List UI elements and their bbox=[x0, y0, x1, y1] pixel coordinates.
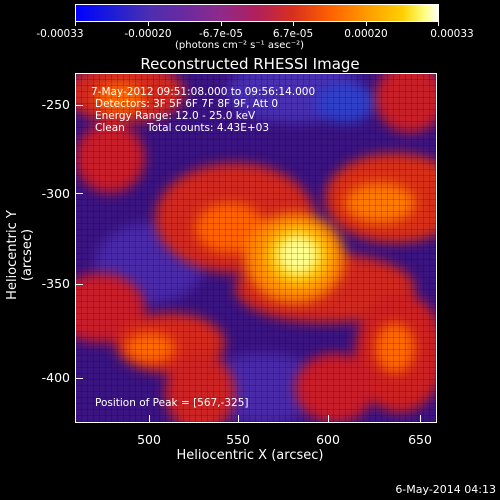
y-tick bbox=[75, 284, 83, 285]
colorbar-tick bbox=[221, 21, 222, 26]
y-tick bbox=[75, 193, 83, 194]
colorbar bbox=[75, 4, 439, 22]
x-tick bbox=[420, 415, 421, 423]
colorbar-unit-label: (photons cm⁻² s⁻¹ asec⁻²) bbox=[175, 40, 305, 51]
x-axis-label: Heliocentric X (arcsec) bbox=[176, 448, 324, 463]
colorbar-tick bbox=[148, 21, 149, 26]
y-tick-label: -400 bbox=[41, 370, 70, 385]
colorbar-tick-label: 0.00020 bbox=[344, 28, 388, 40]
colorbar-frame bbox=[75, 4, 439, 22]
x-tick-label: 650 bbox=[408, 432, 432, 447]
detectors-label: Detectors: 3F 5F 6F 7F 8F 9F, Att 0 bbox=[95, 98, 279, 110]
x-tick-label: 550 bbox=[226, 432, 250, 447]
pixel-grid bbox=[75, 73, 437, 423]
generation-date: 6-May-2014 04:13 bbox=[395, 483, 496, 496]
x-tick-label: 500 bbox=[137, 432, 161, 447]
y-tick bbox=[75, 105, 83, 106]
y-tick-label: -350 bbox=[41, 276, 70, 291]
colorbar-tick-label: -0.00033 bbox=[36, 28, 84, 40]
total-counts-label: Total counts: 4.43E+03 bbox=[147, 122, 270, 134]
energy-range-label: Energy Range: 12.0 - 25.0 keV bbox=[95, 110, 256, 122]
colorbar-tick-label: 0.00033 bbox=[430, 28, 474, 40]
y-tick-label: -300 bbox=[41, 186, 70, 201]
image-title: Reconstructed RHESSI Image bbox=[140, 55, 360, 73]
x-tick bbox=[149, 415, 150, 423]
time-range-label: 7-May-2012 09:51:08.000 to 09:56:14.000 bbox=[91, 86, 316, 98]
peak-position-label: Position of Peak = [567,-325] bbox=[95, 397, 249, 409]
colorbar-tick bbox=[438, 21, 439, 26]
colorbar-tick bbox=[366, 21, 367, 26]
colorbar-tick-label: 6.7e-05 bbox=[272, 28, 314, 40]
colorbar-tick-label: -6.7e-05 bbox=[198, 28, 244, 40]
intensity-map bbox=[75, 73, 437, 423]
x-tick bbox=[328, 415, 329, 423]
plot-frame bbox=[75, 73, 437, 423]
y-tick-label: -250 bbox=[41, 97, 70, 112]
colorbar-tick-label: -0.00020 bbox=[124, 28, 172, 40]
x-tick bbox=[238, 415, 239, 423]
x-tick-label: 600 bbox=[316, 432, 340, 447]
clean-label: Clean bbox=[95, 122, 125, 134]
colorbar-tick bbox=[75, 21, 76, 26]
rhessi-image bbox=[75, 73, 437, 423]
y-tick bbox=[75, 378, 83, 379]
y-axis-label: Heliocentric Y (arcsec) bbox=[5, 210, 35, 300]
colorbar-tick bbox=[293, 21, 294, 26]
